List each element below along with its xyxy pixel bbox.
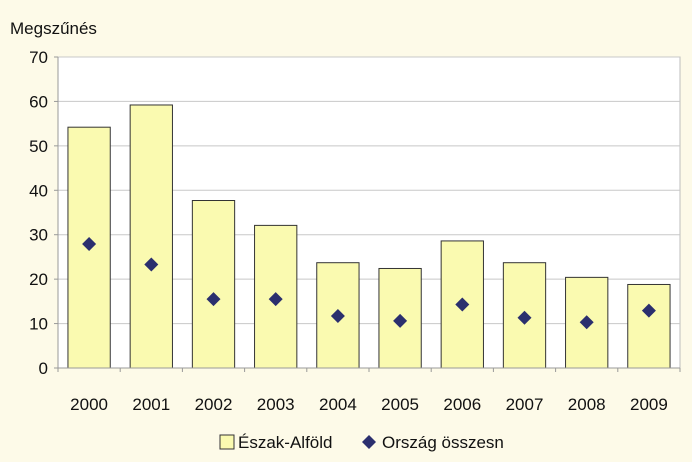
x-tick-label: 2009 xyxy=(630,395,668,414)
marker-2006 xyxy=(455,297,470,312)
markers xyxy=(82,237,656,330)
bar-2009 xyxy=(627,283,671,369)
x-tick-label: 2000 xyxy=(70,395,108,414)
legend-label-diamond: Ország összesn xyxy=(382,433,504,452)
x-tick-label: 2006 xyxy=(443,395,481,414)
x-tick-label: 2001 xyxy=(132,395,170,414)
marker-2009 xyxy=(641,303,656,318)
y-tick-label: 0 xyxy=(39,359,48,378)
bar-2002 xyxy=(191,200,236,369)
y-tick-label: 10 xyxy=(29,315,48,334)
y-tick-label: 50 xyxy=(29,137,48,156)
marker-2000 xyxy=(82,237,97,252)
y-tick-label: 40 xyxy=(29,181,48,200)
y-tick-label: 20 xyxy=(29,270,48,289)
legend-swatch-diamond xyxy=(362,435,376,449)
legend-swatch-bar xyxy=(219,434,235,450)
y-axis-title: Megszűnés xyxy=(10,19,97,38)
y-axis-ticks: 0 10 20 30 40 50 60 70 xyxy=(29,48,58,378)
marker-2004 xyxy=(330,309,345,324)
x-tick-label: 2007 xyxy=(506,395,544,414)
y-tick-label: 30 xyxy=(29,226,48,245)
x-tick-label: 2008 xyxy=(568,395,606,414)
marker-2002 xyxy=(206,292,221,307)
x-tick-label: 2005 xyxy=(381,395,419,414)
x-tick-label: 2004 xyxy=(319,395,357,414)
legend-label-bar: Észak-Alföld xyxy=(238,433,332,452)
marker-2008 xyxy=(579,315,594,330)
marker-2003 xyxy=(268,292,283,307)
marker-2007 xyxy=(517,310,532,325)
bar-2001 xyxy=(129,104,173,369)
x-axis-ticks: 2000 2001 2002 2003 2004 2005 2006 2007 2008 2009 xyxy=(57,368,681,414)
x-tick-label: 2003 xyxy=(257,395,295,414)
marker-2005 xyxy=(393,313,408,328)
x-tick-label: 2002 xyxy=(195,395,233,414)
legend: Észak-Alföld Ország összesn xyxy=(219,433,504,452)
y-tick-label: 70 xyxy=(29,48,48,67)
marker-2001 xyxy=(144,257,159,272)
y-tick-label: 60 xyxy=(29,92,48,111)
